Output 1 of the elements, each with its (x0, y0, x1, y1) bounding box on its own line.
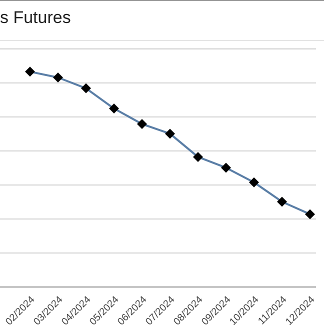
chart-title: s Futures (0, 8, 71, 28)
